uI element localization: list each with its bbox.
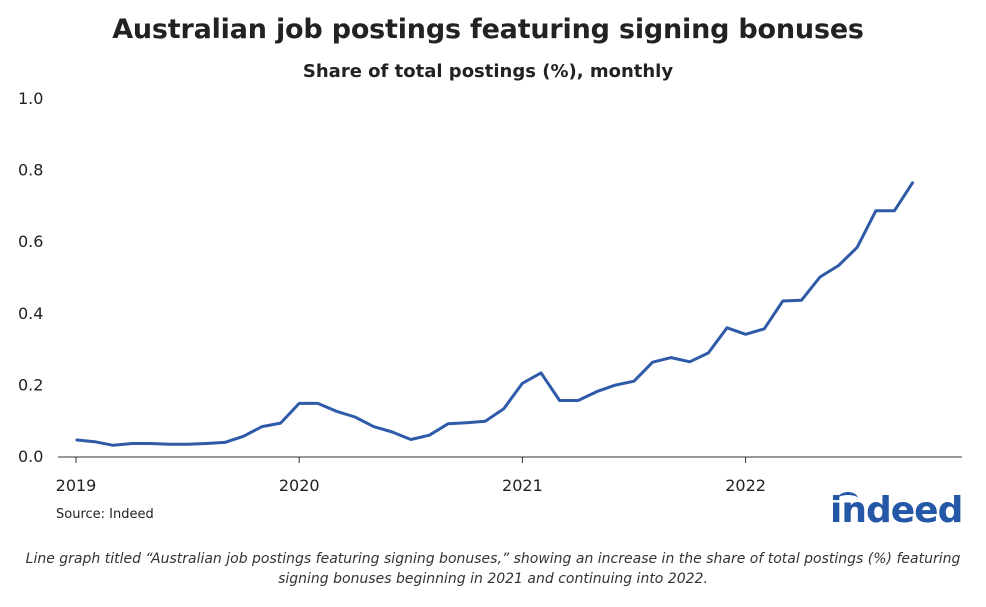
data-point <box>726 327 728 329</box>
data-point <box>800 299 803 302</box>
data-points <box>75 181 914 447</box>
indeed-logo: indeed <box>830 490 963 531</box>
data-point <box>93 440 96 443</box>
data-point <box>168 443 170 446</box>
data-point <box>484 420 487 423</box>
data-point <box>205 442 207 445</box>
data-point <box>819 276 821 278</box>
x-axis-ticks: 2019 2020 2021 2022 <box>56 457 766 495</box>
data-point <box>447 423 449 425</box>
indeed-logo-arc-icon <box>838 492 858 505</box>
y-tick-label: 0.8 <box>18 161 43 180</box>
data-point <box>521 382 524 385</box>
x-tick-label: 2021 <box>502 476 543 495</box>
data-point <box>465 421 468 424</box>
data-point <box>633 380 635 383</box>
data-point <box>131 442 133 445</box>
y-tick-label: 0.6 <box>18 232 43 251</box>
data-point <box>261 425 263 428</box>
data-point <box>428 434 431 437</box>
chart-subtitle: Share of total postings (%), monthly <box>302 61 674 82</box>
y-axis-ticks: 0.0 0.2 0.4 0.6 0.8 1.0 <box>18 89 43 466</box>
x-tick-label: 2020 <box>279 476 320 495</box>
data-point <box>335 410 338 413</box>
figure-caption: Line graph titled “Australian job postin… <box>25 551 961 587</box>
data-point <box>391 431 394 433</box>
data-point <box>298 402 301 405</box>
data-point <box>186 443 189 446</box>
data-point <box>596 390 598 393</box>
data-point <box>410 438 412 441</box>
data-point <box>782 300 784 302</box>
y-tick-label: 0.2 <box>18 375 43 394</box>
data-point <box>149 442 152 445</box>
data-point <box>540 372 542 374</box>
data-point <box>372 425 375 428</box>
data-point <box>75 439 77 441</box>
data-point <box>651 361 654 364</box>
data-point <box>707 352 710 354</box>
y-tick-label: 0.4 <box>18 304 43 323</box>
data-point <box>912 181 914 183</box>
series-line <box>75 181 915 447</box>
x-tick-label: 2019 <box>56 476 97 495</box>
y-tick-label: 1.0 <box>18 89 43 108</box>
data-point <box>224 441 226 444</box>
data-point <box>670 356 672 359</box>
data-point <box>112 444 114 447</box>
data-point <box>354 416 356 418</box>
data-point <box>577 399 579 402</box>
y-tick-label: 0.0 <box>18 447 43 466</box>
chart-title: Australian job postings featuring signin… <box>112 14 864 45</box>
data-point <box>317 402 319 405</box>
data-point <box>763 328 765 330</box>
data-point <box>279 422 282 424</box>
data-point <box>689 361 691 363</box>
data-point <box>558 399 561 402</box>
data-point <box>837 264 840 267</box>
data-point <box>503 407 505 410</box>
data-point <box>856 246 858 249</box>
data-point <box>242 435 245 438</box>
data-point <box>614 384 617 386</box>
x-tick-label: 2022 <box>725 476 766 495</box>
source-note: Source: Indeed <box>56 507 154 522</box>
data-point <box>893 210 896 212</box>
data-point <box>744 333 747 336</box>
data-point <box>875 210 877 212</box>
